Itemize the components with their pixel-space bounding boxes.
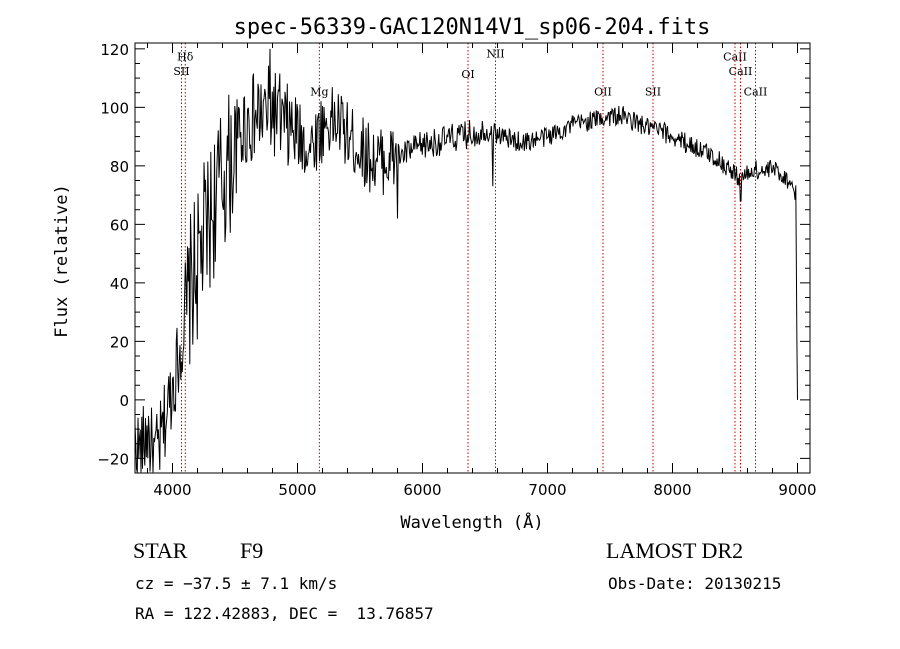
y-tick-label: 100 xyxy=(100,99,129,117)
spectrum-line xyxy=(134,48,798,473)
obs-date: Obs-Date: 20130215 xyxy=(608,574,782,593)
line-marker-label: SII xyxy=(173,65,189,78)
y-tick-label: 80 xyxy=(110,158,129,176)
line-marker-label: CaII xyxy=(723,51,747,64)
line-marker-label: Mg xyxy=(310,86,328,99)
y-axis: −20 0 20 40 60 80 100 120 xyxy=(97,41,810,468)
line-marker-label: Hδ xyxy=(177,51,194,64)
line-marker-label: OI xyxy=(461,68,474,81)
object-class: STAR xyxy=(133,538,188,563)
object-subclass: F9 xyxy=(240,538,264,563)
line-marker-label: NII xyxy=(486,48,504,61)
y-tick-label: 40 xyxy=(110,275,129,293)
x-tick-label: 7000 xyxy=(528,481,566,499)
y-tick-label: 20 xyxy=(110,333,129,351)
plot-frame xyxy=(134,42,811,474)
survey-name: LAMOST DR2 xyxy=(606,538,744,563)
line-marker-label: SII xyxy=(645,86,661,99)
coords-line: RA = 122.42883, DEC = 13.76857 xyxy=(135,604,434,623)
redshift-line: cz = −37.5 ± 7.1 km/s xyxy=(135,574,338,593)
x-axis-label: Wavelength (Å) xyxy=(400,511,543,533)
line-marker-label: CaII xyxy=(744,86,768,99)
chart-title: spec-56339-GAC120N14V1_sp06-204.fits xyxy=(234,15,711,40)
x-tick-label: 9000 xyxy=(778,481,816,499)
y-axis-label: Flux (relative) xyxy=(52,184,72,338)
x-axis: 4000 5000 6000 7000 8000 9000 xyxy=(147,43,817,499)
y-tick-label: −20 xyxy=(97,450,129,468)
x-tick-label: 8000 xyxy=(653,481,691,499)
x-tick-label: 6000 xyxy=(403,481,441,499)
x-tick-label: 4000 xyxy=(153,481,191,499)
x-tick-label: 5000 xyxy=(278,481,316,499)
y-tick-label: 0 xyxy=(119,392,129,410)
y-tick-label: 120 xyxy=(100,41,129,59)
line-marker-label: CaII xyxy=(729,65,753,78)
line-marker-label: OII xyxy=(594,86,612,99)
y-tick-label: 60 xyxy=(110,216,129,234)
